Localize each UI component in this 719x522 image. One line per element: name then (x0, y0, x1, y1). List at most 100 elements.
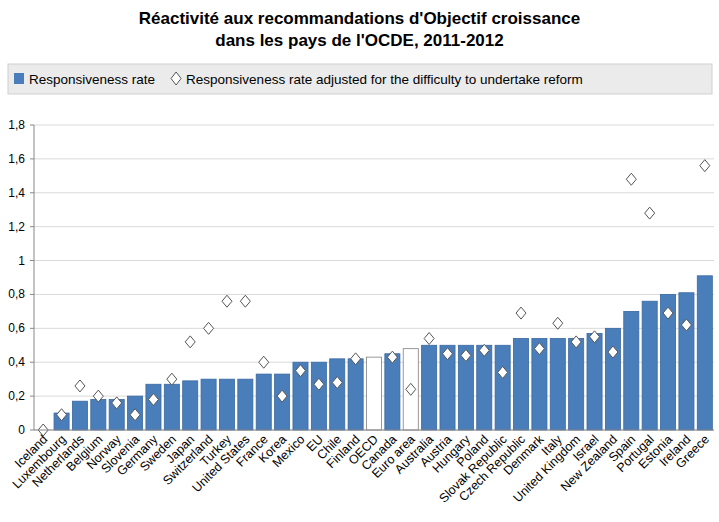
y-tick (30, 226, 34, 227)
bar (128, 396, 143, 430)
diamond-marker (571, 336, 581, 348)
marker-series (38, 160, 710, 436)
diamond-marker (222, 295, 232, 307)
diamond-marker (351, 353, 361, 365)
diamond-marker (167, 373, 177, 385)
y-tick (30, 362, 34, 363)
bar (458, 345, 473, 430)
bar (679, 293, 694, 430)
marks (38, 160, 712, 436)
grid-line (34, 260, 714, 261)
bar (219, 379, 234, 430)
bar (311, 362, 326, 430)
y-tick (30, 430, 34, 431)
bar (477, 345, 492, 430)
legend-swatch (171, 72, 181, 85)
diamond-marker (148, 394, 158, 406)
bar (422, 345, 437, 430)
bar (201, 379, 216, 430)
bar (72, 401, 87, 430)
diamond-marker (259, 356, 269, 368)
bar (293, 362, 308, 430)
bar (146, 384, 161, 430)
grid-line (34, 226, 714, 227)
y-tick (30, 396, 34, 397)
diamond-marker (516, 307, 526, 319)
y-tick-label: 1,6 (8, 152, 25, 166)
bar (91, 400, 106, 431)
bar (550, 339, 565, 431)
x-axis: IcelandLuxembourgNetherlandsBelgiumNorwa… (10, 430, 714, 506)
bar (183, 381, 198, 430)
grid-line (34, 192, 714, 193)
x-tick-label: Greece (673, 432, 712, 471)
diamond-marker (681, 319, 691, 331)
bar (569, 339, 584, 431)
title-line: Réactivité aux recommandations d'Objecti… (139, 9, 580, 28)
legend: Responsiveness rate Responsiveness rate a… (8, 64, 712, 94)
diamond-marker (112, 397, 122, 409)
diamond-marker (406, 383, 416, 395)
title-line: dans les pays de l'OCDE, 2011-2012 (215, 31, 503, 50)
diamond-marker (700, 160, 710, 172)
grid-line (34, 294, 714, 295)
grid-line (34, 158, 714, 159)
y-tick (30, 294, 34, 295)
y-tick (30, 125, 34, 126)
y-axis: 00,20,40,60,811,21,41,61,8 (8, 118, 714, 437)
bar (275, 374, 290, 430)
bar (495, 345, 510, 430)
bar (164, 384, 179, 430)
bar (403, 349, 418, 430)
diamond-marker (498, 366, 508, 378)
diamond-marker (332, 377, 342, 389)
diamond-marker (461, 349, 471, 361)
x-axis-line (34, 430, 714, 431)
diamond-marker (663, 307, 673, 319)
diamond-marker (424, 333, 434, 345)
legend-swatch (14, 73, 24, 84)
y-axis-line (34, 125, 35, 430)
diamond-marker (479, 344, 489, 356)
bar (348, 359, 363, 430)
diamond-marker (185, 336, 195, 348)
bar (605, 328, 620, 430)
y-tick-label: 1 (18, 254, 25, 268)
y-tick (30, 158, 34, 159)
diamond-marker (240, 295, 250, 307)
grid-line (34, 430, 714, 431)
y-tick-label: 0,8 (8, 287, 25, 301)
bar (513, 339, 528, 431)
y-tick-label: 1,8 (8, 118, 25, 132)
diamond-marker (534, 343, 544, 355)
y-tick-label: 0 (18, 423, 25, 437)
bar (624, 311, 639, 430)
bar (366, 357, 381, 430)
y-tick-label: 0,4 (8, 355, 25, 369)
legend-label: Responsiveness rate (29, 72, 155, 87)
bar (661, 294, 676, 430)
diamond-marker (626, 173, 636, 185)
legend-label: Responsiveness rate adjusted for the dif… (186, 72, 583, 87)
y-tick (30, 192, 34, 193)
diamond-marker (93, 390, 103, 402)
grid-line (34, 125, 714, 126)
diamond-marker (75, 380, 85, 392)
diamond-marker (645, 207, 655, 219)
bar (440, 345, 455, 430)
bar (642, 301, 657, 430)
y-tick-label: 1,2 (8, 220, 25, 234)
y-tick (30, 260, 34, 261)
bar-series (54, 276, 712, 430)
bar (238, 379, 253, 430)
bar (256, 374, 271, 430)
x-tick-label: Mexico (270, 432, 308, 470)
diamond-marker (590, 331, 600, 343)
bar (330, 359, 345, 430)
diamond-marker (443, 348, 453, 360)
bar (385, 354, 400, 430)
chart: Réactivité aux recommandations d'Objecti… (0, 0, 719, 522)
y-tick (30, 328, 34, 329)
bar (532, 339, 547, 431)
diamond-marker (314, 378, 324, 390)
